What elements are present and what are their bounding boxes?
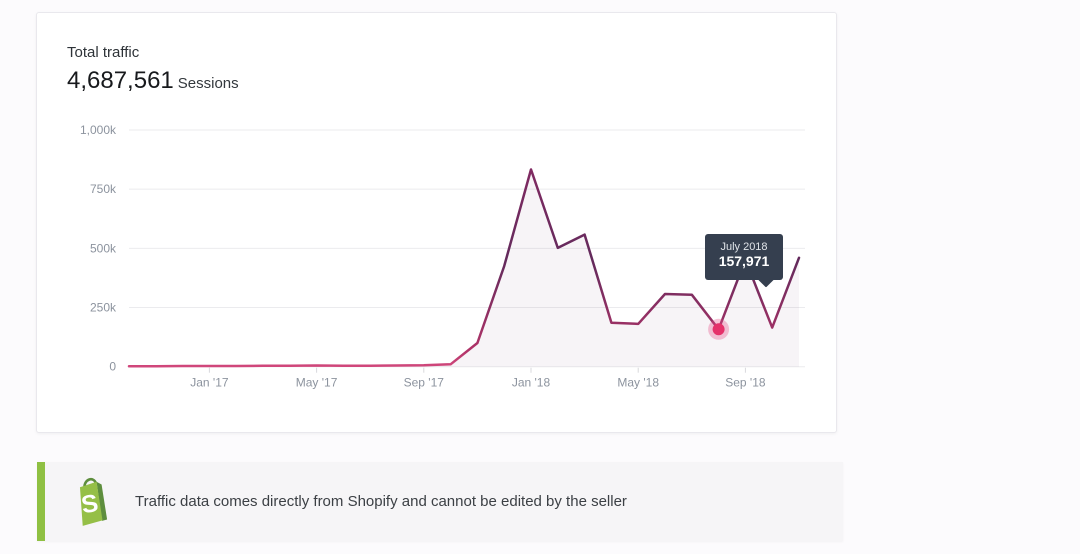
- tooltip-value: 157,971: [718, 253, 770, 269]
- shopify-info-banner: S Traffic data comes directly from Shopi…: [37, 462, 843, 541]
- traffic-line-chart[interactable]: 0 250k 500k 750k 1,000k Jan '17 May '17 Sep '17…: [37, 106, 837, 418]
- x-axis-label: Sep '18: [725, 376, 766, 390]
- y-axis-label: 1,000k: [80, 123, 117, 137]
- shopify-bag-icon: S: [79, 477, 108, 526]
- y-axis-label: 750k: [90, 182, 117, 196]
- x-axis-label: Sep '17: [404, 376, 445, 390]
- x-axis-label: May '17: [296, 376, 338, 390]
- banner-message: Traffic data comes directly from Shopify…: [135, 493, 627, 510]
- total-sessions-value: 4,687,561: [67, 67, 174, 94]
- chart-tooltip: July 2018 157,971: [705, 234, 783, 288]
- shopify-logo-letter: S: [79, 489, 100, 518]
- tooltip-date: July 2018: [720, 241, 768, 253]
- y-axis-label: 0: [109, 360, 116, 374]
- banner-accent-bar: [37, 462, 45, 541]
- x-axis-label: Jan '18: [512, 376, 551, 390]
- traffic-area: [129, 169, 799, 367]
- x-axis-label: May '18: [617, 376, 659, 390]
- traffic-line: [127, 168, 801, 368]
- highlighted-point-dot[interactable]: [712, 323, 725, 336]
- card-title: Total traffic: [67, 44, 140, 61]
- total-sessions: 4,687,561 Sessions: [67, 67, 239, 95]
- y-axis-label: 500k: [90, 241, 117, 255]
- total-traffic-card: Total traffic 4,687,561 Sessions 0 250k 50…: [36, 12, 837, 433]
- total-sessions-unit: Sessions: [177, 75, 239, 92]
- x-axis-label: Jan '17: [190, 376, 229, 390]
- y-axis-label: 250k: [90, 301, 117, 315]
